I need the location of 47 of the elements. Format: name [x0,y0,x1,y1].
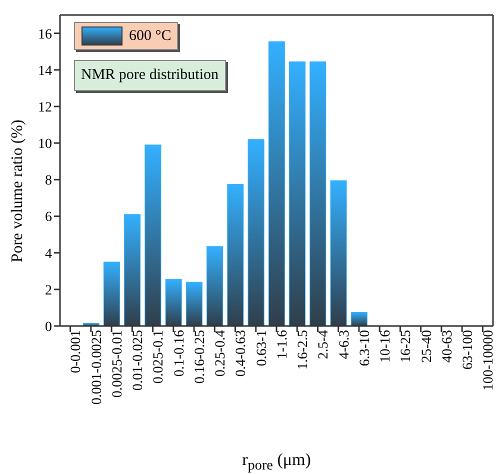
x-tick-label: 0.1-0.16 [172,330,188,377]
x-tick-label: 6.3-10 [358,330,373,366]
y-tick-label: 10 [38,137,52,152]
x-tick-label: 0.16-0.25 [192,330,208,384]
x-tick-label: 0.63-1 [254,330,270,366]
x-tick-label: 25-40 [420,330,435,363]
legend-label: 600 °C [129,28,172,44]
y-tick-label: 4 [45,246,52,262]
x-tick-label: 4-6.3 [337,330,352,360]
x-tick-label: 1.6-2.5 [296,330,312,370]
x-tick-label: 0.001-0.0025 [90,330,105,405]
bar [206,246,224,326]
bar [144,144,162,326]
x-tick-label: 63-100 [461,330,476,370]
annotation: NMR pore distribution [74,60,226,91]
y-tick-label: 6 [45,210,52,226]
y-tick-label: 16 [38,27,52,42]
bar [310,61,326,326]
y-axis-title: Pore volume ratio (%) [9,120,27,262]
bar [186,282,202,326]
bar [165,279,182,326]
x-tick-label: 10-16 [378,330,394,363]
y-tick-label: 14 [38,64,52,79]
x-axis-title: r$_{pore}$ (μm) [241,450,312,474]
x-tick-label: 0.01-0.025 [131,330,146,391]
x-tick-label: 0.25-0.4 [214,330,229,377]
bar [289,61,306,326]
bar [248,139,264,326]
x-tick-label: 2.5-4 [316,330,332,360]
x-tick-label: 0.025-0.1 [152,330,167,384]
bar [268,41,285,326]
x-tick-label: 40-63 [440,330,456,363]
y-tick-label: 12 [38,100,52,116]
x-tick-label: 1-1.6 [275,330,290,360]
y-tick-label: 8 [45,174,52,189]
x-tick-label: 0.4-0.63 [234,330,250,377]
bar [124,214,141,326]
x-tick-label: 100-10000 [482,330,497,391]
x-tick-label: 16-25 [399,330,414,363]
bar [350,312,368,326]
x-tick-label: 0.0025-0.01 [110,330,126,398]
bar [330,180,347,326]
y-tick-label: 0 [45,320,52,335]
bar [103,262,120,326]
x-tick-label: 0-0.001 [69,330,84,374]
y-tick-label: 2 [45,283,52,298]
bar [227,184,244,326]
